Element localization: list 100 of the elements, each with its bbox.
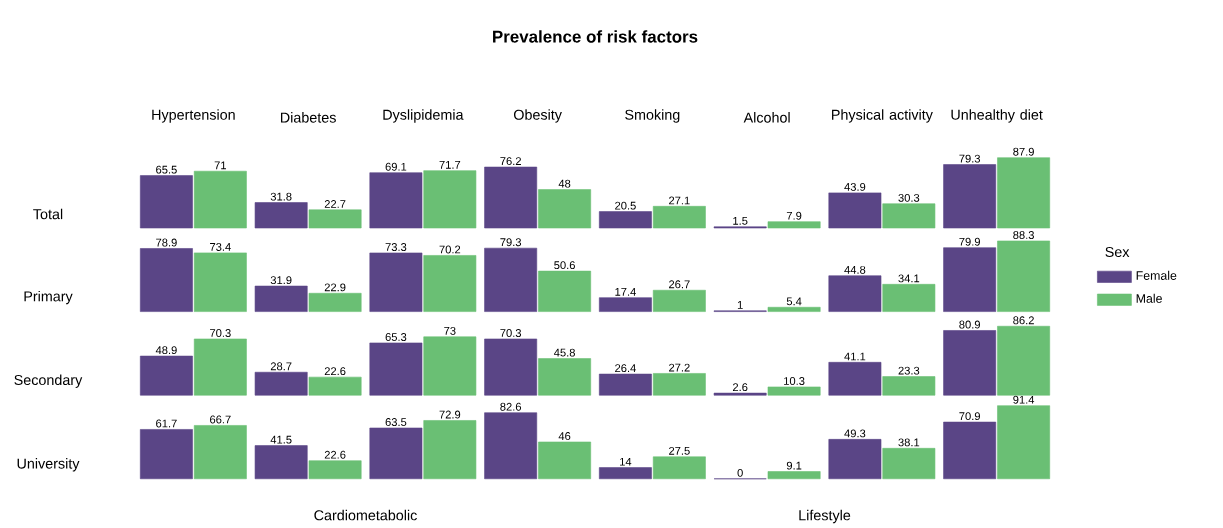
- bar: [254, 371, 308, 396]
- data-label: 78.9: [156, 238, 177, 247]
- data-label: 9.1: [786, 461, 802, 470]
- data-label: 26.4: [615, 364, 636, 373]
- bar: [599, 297, 652, 312]
- data-label: 23.3: [898, 366, 920, 375]
- bar: [882, 284, 936, 312]
- bar: [713, 392, 767, 396]
- bar: [997, 240, 1050, 312]
- bar: [997, 405, 1050, 480]
- bar: [599, 467, 652, 480]
- bar: [652, 289, 706, 312]
- bar: [943, 164, 997, 229]
- data-label: 79.3: [959, 154, 981, 163]
- x-tick-label: Physical activity: [832, 109, 933, 123]
- bar: [882, 203, 936, 229]
- data-label: 79.3: [500, 238, 522, 247]
- data-label: 1: [737, 301, 743, 309]
- data-label: 73.3: [385, 243, 407, 251]
- bar: [369, 342, 423, 396]
- bar: [767, 471, 821, 480]
- bar: [423, 170, 477, 229]
- data-label: 22.9: [324, 283, 346, 292]
- bar: [828, 362, 882, 396]
- data-label: 38.1: [898, 438, 920, 447]
- bar: [193, 170, 247, 229]
- bar: [140, 429, 193, 480]
- data-label: 48: [558, 179, 571, 188]
- data-label: 5.4: [786, 297, 802, 306]
- data-label: 0: [737, 468, 743, 477]
- bar: [140, 175, 193, 229]
- y-axis-title: Primary: [24, 290, 73, 305]
- x-tick-label: Diabetes: [281, 112, 336, 123]
- data-label: 70.9: [959, 412, 980, 421]
- bar: [484, 247, 538, 312]
- data-label: 61.7: [156, 419, 177, 428]
- data-label: 63.5: [385, 418, 407, 426]
- bar: [538, 189, 591, 229]
- bar: [652, 373, 706, 396]
- data-label: 79.9: [959, 237, 980, 246]
- bar: [254, 202, 308, 229]
- data-label: 10.3: [784, 377, 805, 385]
- bar: [308, 292, 362, 312]
- data-label: 87.9: [1013, 147, 1034, 156]
- bar: [538, 358, 591, 396]
- bar: [652, 206, 706, 229]
- y-axis-title: Secondary: [14, 374, 83, 388]
- data-label: 27.2: [669, 363, 690, 372]
- data-label: 88.3: [1013, 231, 1034, 239]
- bar: [943, 247, 997, 312]
- x-tick-label: Obesity: [514, 109, 562, 123]
- y-axis-title: University: [17, 458, 80, 472]
- data-label: 27.5: [669, 446, 690, 455]
- data-label: 76.2: [500, 157, 521, 166]
- data-label: 65.3: [385, 333, 407, 341]
- data-label: 66.7: [210, 415, 231, 424]
- bar: [423, 255, 477, 312]
- data-label: 1.5: [733, 217, 748, 225]
- data-label: 26.7: [669, 280, 690, 289]
- legend-label: Male: [1136, 293, 1162, 303]
- bar: [423, 420, 477, 480]
- bar: [538, 441, 591, 480]
- chart-title: Prevalence of risk factors: [493, 30, 698, 43]
- data-label: 70.3: [210, 329, 231, 337]
- x-tick-label: Smoking: [625, 109, 680, 123]
- bar: [254, 445, 308, 480]
- x-tick-label: Dyslipidemia: [383, 109, 464, 123]
- data-label: 14: [620, 457, 632, 466]
- bar: [997, 325, 1050, 396]
- bar: [538, 270, 591, 312]
- data-label: 31.9: [270, 276, 292, 285]
- bar: [193, 252, 247, 312]
- y-axis-title: Total: [33, 208, 63, 220]
- data-label: 22.6: [324, 367, 346, 376]
- bar: [599, 373, 652, 396]
- data-label: 7.9: [786, 211, 802, 220]
- bar: [943, 421, 997, 480]
- data-label: 34.1: [898, 274, 920, 283]
- bar: [369, 172, 423, 229]
- bar: [308, 376, 362, 396]
- bar: [484, 338, 538, 396]
- bar: [254, 285, 308, 312]
- bar: [997, 157, 1050, 229]
- data-label: 2.6: [732, 383, 748, 392]
- legend-label: Female: [1136, 270, 1177, 280]
- x-tick-label: Unhealthy diet: [951, 109, 1043, 123]
- bar: [599, 211, 652, 229]
- data-label: 69.1: [385, 162, 407, 171]
- data-label: 43.9: [844, 183, 866, 191]
- data-label: 30.3: [898, 193, 920, 202]
- bar: [140, 248, 193, 312]
- bar: [308, 209, 362, 229]
- text: Lifestyle: [799, 509, 851, 524]
- legend-title: Sex: [1105, 246, 1130, 258]
- data-label: 20.5: [615, 201, 636, 210]
- data-label: 71.7: [439, 160, 461, 169]
- bar: [193, 338, 247, 396]
- data-label: 65.5: [156, 165, 177, 174]
- data-label: 22.6: [324, 450, 346, 459]
- bar: [767, 386, 821, 396]
